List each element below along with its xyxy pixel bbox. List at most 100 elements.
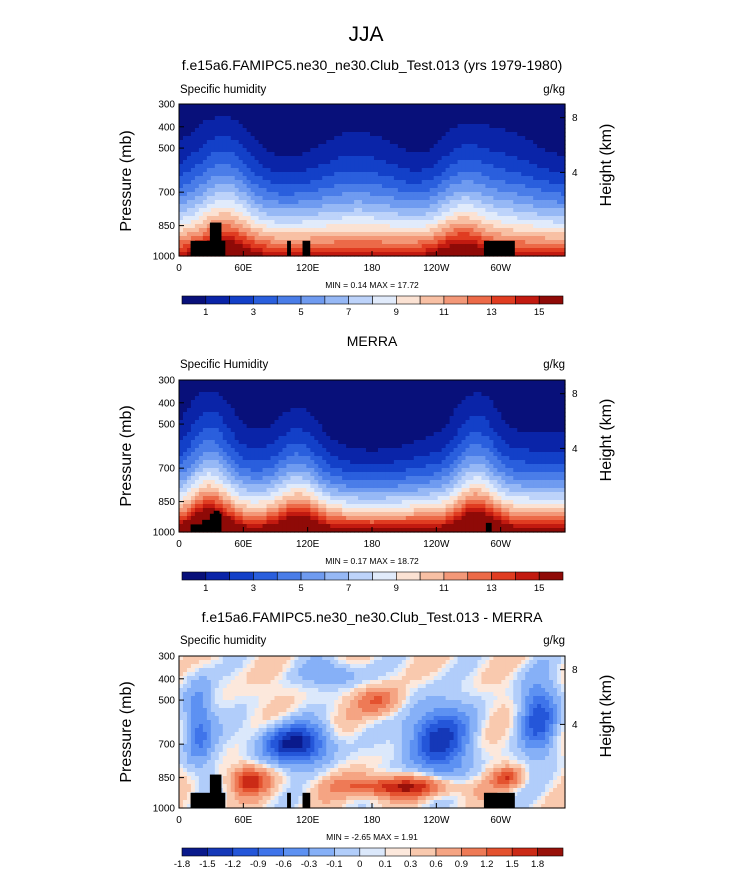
field-cell [266, 120, 272, 125]
field-cell [234, 184, 240, 189]
field-cell [210, 188, 216, 193]
field-cell [397, 160, 403, 165]
field-cell [338, 196, 343, 201]
field-cell [278, 156, 284, 161]
field-cell [370, 136, 375, 141]
field-cell [493, 236, 498, 241]
field-cell [541, 124, 546, 129]
x-tick-label: 120E [296, 263, 320, 274]
field-cell [186, 160, 192, 165]
field-cell [350, 148, 355, 153]
field-cell [537, 412, 542, 417]
field-cell [262, 224, 268, 229]
field-cell [437, 220, 443, 225]
field-cell [302, 168, 307, 173]
field-cell [206, 104, 212, 109]
colorbar-swatch [205, 295, 230, 305]
field-cell [533, 388, 538, 393]
field-cell [517, 196, 522, 201]
field-cell [206, 136, 212, 141]
y-right-tick-label: 4 [572, 168, 578, 179]
field-cell [234, 148, 240, 153]
field-cell [179, 240, 184, 245]
field-cell [465, 156, 471, 161]
field-cell [306, 412, 311, 417]
field-cell [505, 104, 510, 109]
field-cell [366, 252, 371, 257]
field-cell [493, 168, 498, 173]
field-cell [429, 204, 435, 209]
field-cell [397, 248, 403, 253]
field-cell [370, 200, 375, 205]
field-cell [278, 184, 284, 189]
field-cell [342, 220, 347, 225]
field-cell [529, 108, 534, 113]
field-cell [362, 204, 367, 209]
field-cell [433, 380, 439, 385]
field-cell [346, 204, 351, 209]
field-cell [210, 168, 216, 173]
field-cell [298, 152, 303, 157]
field-cell [561, 140, 566, 145]
field-cell [561, 208, 566, 213]
field-cell [182, 248, 188, 253]
field-cell [373, 220, 379, 225]
field-cell [473, 396, 479, 401]
field-cell [246, 400, 252, 405]
field-cell [370, 420, 375, 425]
field-cell [553, 252, 558, 257]
field-cell [286, 116, 292, 121]
field-cell [481, 164, 487, 169]
field-cell [441, 204, 447, 209]
field-cell [445, 176, 451, 181]
field-cell [413, 388, 419, 393]
field-cell [310, 200, 315, 205]
field-cell [409, 124, 415, 129]
field-cell [473, 400, 479, 405]
field-cell [493, 152, 498, 157]
field-cell [246, 408, 252, 413]
field-cell [385, 144, 391, 149]
field-cell [354, 424, 359, 429]
field-cell [393, 396, 399, 401]
field-cell [449, 252, 455, 257]
field-cell [549, 192, 554, 197]
field-cell [222, 148, 228, 153]
field-cell [437, 132, 443, 137]
field-cell [473, 404, 479, 409]
field-cell [393, 140, 399, 145]
field-cell [274, 236, 280, 241]
field-cell [346, 380, 351, 385]
field-cell [445, 428, 451, 433]
field-cell [254, 120, 260, 125]
field-cell [230, 192, 236, 197]
field-cell [242, 164, 248, 169]
field-cell [202, 128, 208, 133]
field-cell [409, 416, 415, 421]
field-cell [485, 140, 490, 145]
field-cell [541, 108, 546, 113]
field-cell [262, 164, 268, 169]
field-cell [401, 148, 407, 153]
field-cell [373, 160, 379, 165]
field-cell [525, 108, 530, 113]
field-cell [198, 136, 204, 141]
field-cell [194, 164, 200, 169]
field-cell [381, 172, 387, 177]
field-cell [342, 200, 347, 205]
field-cell [505, 156, 510, 161]
field-cell [230, 116, 236, 121]
field-cell [477, 212, 483, 217]
field-cell [198, 200, 204, 205]
field-cell [493, 180, 498, 185]
field-cell [537, 380, 542, 385]
field-cell [282, 144, 288, 149]
field-cell [533, 156, 538, 161]
field-cell [521, 160, 526, 165]
field-cell [354, 204, 359, 209]
field-cell [449, 120, 455, 125]
field-cell [481, 380, 487, 385]
field-cell [206, 424, 212, 429]
field-cell [445, 104, 451, 109]
field-cell [179, 392, 184, 397]
